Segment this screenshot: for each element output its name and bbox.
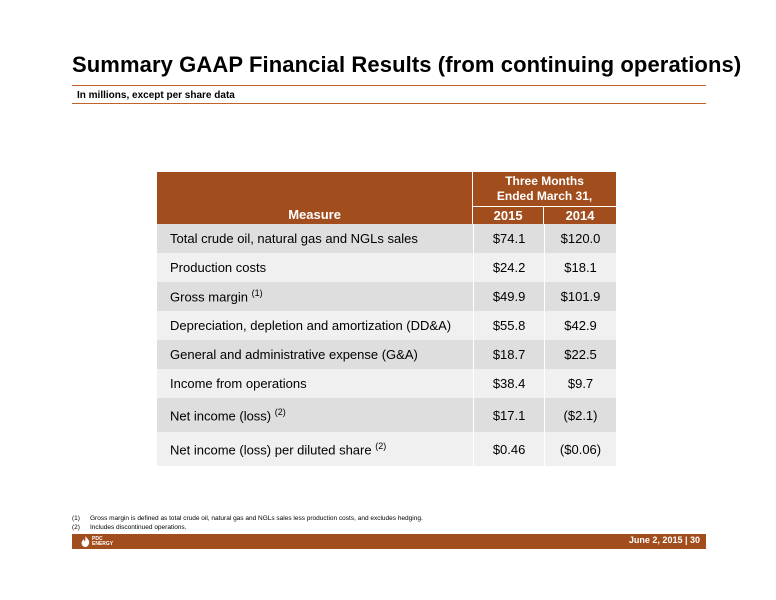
table-row: Income from operations $38.4 $9.7 (157, 369, 616, 398)
measure-header: Measure (157, 172, 474, 224)
value-2014: $120.0 (544, 224, 616, 253)
value-2015: $49.9 (473, 282, 545, 311)
footnote-ref: (1) (251, 288, 263, 299)
footer-bar: PDC ENERGY June 2, 2015 | 30 (72, 534, 706, 549)
row-label: General and administrative expense (G&A) (157, 340, 474, 369)
value-2014: $101.9 (544, 282, 616, 311)
table-row: General and administrative expense (G&A)… (157, 340, 616, 369)
table-row: Net income (loss) (2) $17.1 ($2.1) (157, 398, 616, 432)
footnote-number: (1) (72, 515, 80, 522)
table-row: Net income (loss) per diluted share (2) … (157, 432, 616, 466)
row-label: Production costs (157, 253, 474, 282)
row-label: Depreciation, depletion and amortization… (157, 311, 474, 340)
value-2014: $42.9 (544, 311, 616, 340)
flame-icon (81, 536, 90, 547)
value-2015: $55.8 (473, 311, 545, 340)
value-2015: $0.46 (473, 432, 545, 466)
period-header-text: Three Months Ended March 31, (496, 174, 593, 203)
table-header-row-2: 2015 2014 (157, 207, 616, 224)
row-label: Total crude oil, natural gas and NGLs sa… (157, 224, 474, 253)
row-label: Net income (loss) per diluted share (2) (157, 432, 474, 466)
subtitle-rule (72, 103, 706, 104)
footnote-number: (2) (72, 524, 80, 531)
footnote-text: Gross margin is defined as total crude o… (90, 515, 423, 522)
year-header-2015: 2015 (473, 207, 545, 224)
footnote-ref: (2) (375, 440, 387, 451)
table-header-row-1: Measure Three Months Ended March 31, (157, 172, 616, 224)
footnote-text: Includes discontinued operations. (90, 524, 187, 531)
footnote: (1) Gross margin is defined as total crud… (72, 515, 423, 522)
row-label: Gross margin (1) (157, 282, 474, 311)
value-2015: $18.7 (473, 340, 545, 369)
pdc-energy-logo: PDC ENERGY (81, 536, 113, 547)
table-row: Depreciation, depletion and amortization… (157, 311, 616, 340)
value-2014: $22.5 (544, 340, 616, 369)
period-header: Three Months Ended March 31, (473, 172, 616, 207)
row-label: Income from operations (157, 369, 474, 398)
value-2014: ($0.06) (544, 432, 616, 466)
table-row: Production costs $24.2 $18.1 (157, 253, 616, 282)
page-title: Summary GAAP Financial Results (from con… (72, 52, 742, 77)
value-2015: $38.4 (473, 369, 545, 398)
value-2014: $18.1 (544, 253, 616, 282)
table-row: Gross margin (1) $49.9 $101.9 (157, 282, 616, 311)
title-rule (72, 85, 706, 86)
value-2015: $24.2 (473, 253, 545, 282)
value-2015: $74.1 (473, 224, 545, 253)
footnote-ref: (2) (274, 406, 286, 417)
value-2015: $17.1 (473, 398, 545, 432)
year-header-2014: 2014 (544, 207, 616, 224)
value-2014: ($2.1) (544, 398, 616, 432)
logo-text: PDC ENERGY (92, 535, 114, 547)
financial-results-table: Measure Three Months Ended March 31, 201… (157, 172, 616, 466)
row-label: Net income (loss) (2) (157, 398, 474, 432)
date-page-number: June 2, 2015 | 30 (628, 535, 700, 545)
table-row: Total crude oil, natural gas and NGLs sa… (157, 224, 616, 253)
footnote: (2) Includes discontinued operations. (72, 524, 186, 531)
value-2014: $9.7 (544, 369, 616, 398)
subtitle: In millions, except per share data (77, 90, 235, 101)
